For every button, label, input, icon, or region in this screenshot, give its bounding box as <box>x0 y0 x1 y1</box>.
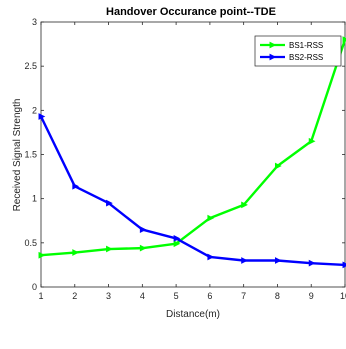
y-tick-label: 2.5 <box>24 61 37 71</box>
x-tick-label: 6 <box>207 291 212 301</box>
series-line-bs1-rss <box>40 39 346 257</box>
data-point <box>274 257 282 264</box>
legend: BS1-RSS BS2-RSS <box>254 35 342 67</box>
legend-label: BS1-RSS <box>289 41 323 50</box>
data-point <box>274 162 282 170</box>
data-point <box>38 251 46 259</box>
data-point <box>106 199 113 207</box>
data-point <box>72 182 80 190</box>
x-tick-label: 9 <box>309 291 314 301</box>
x-tick-label: 8 <box>275 291 280 301</box>
series-bs1-rss <box>38 36 346 259</box>
x-tick-label: 10 <box>340 291 346 301</box>
chart-title: Handover Occurance point--TDE <box>106 6 276 18</box>
x-tick-label: 3 <box>106 291 111 301</box>
legend-swatch-marker <box>269 41 277 49</box>
x-tick-label: 1 <box>38 291 43 301</box>
legend-box <box>254 35 342 67</box>
legend-entry: BS1-RSS <box>260 41 323 50</box>
y-tick-label: 1 <box>32 194 37 204</box>
x-tick-label: 5 <box>174 291 179 301</box>
x-axis: 1 2 3 4 5 6 7 8 9 10 <box>38 22 346 301</box>
y-tick-label: 2 <box>32 105 37 115</box>
data-point <box>241 201 248 209</box>
y-tick-label: 0.5 <box>24 238 37 248</box>
legend-entry: BS2-RSS <box>260 53 323 62</box>
data-point <box>38 113 46 120</box>
series-layer <box>38 36 346 269</box>
data-point <box>308 137 316 145</box>
data-point <box>139 244 147 252</box>
legend-swatch-marker <box>269 53 277 61</box>
data-point <box>207 253 215 261</box>
data-point <box>139 226 147 233</box>
data-point <box>173 235 181 242</box>
y-axis: 0 0.5 1 1.5 2 2.5 3 <box>24 17 345 292</box>
y-tick-label: 1.5 <box>24 150 37 160</box>
y-tick-label: 0 <box>32 282 37 292</box>
data-point <box>207 214 215 222</box>
series-line-bs2-rss <box>39 115 346 267</box>
series-bs2-rss <box>38 113 346 269</box>
x-tick-label: 4 <box>140 291 145 301</box>
y-axis-label: Received Signal Strength <box>12 99 23 212</box>
data-point <box>173 240 181 248</box>
x-tick-label: 7 <box>241 291 246 301</box>
y-tick-label: 3 <box>32 17 37 27</box>
x-tick-label: 2 <box>72 291 77 301</box>
legend-label: BS2-RSS <box>289 53 323 62</box>
data-point <box>308 259 316 267</box>
x-axis-label: Distance(m) <box>166 309 220 320</box>
data-point <box>241 257 248 264</box>
data-point <box>106 245 113 253</box>
data-point <box>72 249 80 256</box>
